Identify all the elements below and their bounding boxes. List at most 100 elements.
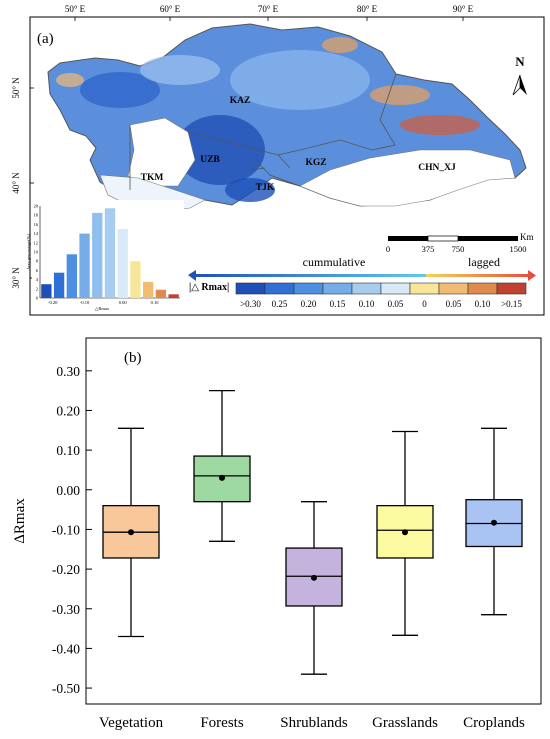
legend-swatches — [235, 282, 527, 295]
region-label-tkm: TKM — [141, 173, 164, 183]
inset-x-axis-label: △Rmax — [95, 306, 110, 311]
north-arrow-icon — [512, 74, 527, 96]
legend-swatch — [496, 282, 527, 295]
x-tick-label: Shrublands — [280, 715, 348, 731]
region-labels: KAZ UZB TKM TJK KGZ CHN_XJ — [141, 96, 456, 193]
legend-swatch — [438, 282, 469, 295]
x-axis-ticks: Vegetation Forests Shrublands Grasslands Cro… — [99, 715, 525, 731]
legend-class-label: >0.15 — [501, 299, 522, 309]
inset-y-tick-label: 2 — [36, 286, 38, 291]
latitude-tick-label: 40° N — [11, 172, 21, 194]
orange-patch — [322, 37, 358, 53]
legend-left-label: cummulative — [303, 255, 366, 269]
legend-swatch — [380, 282, 411, 295]
light-blue-patch — [140, 55, 220, 85]
panel-b-label: (b) — [124, 350, 142, 366]
legend-arrow-cumulative — [188, 270, 426, 281]
region-label-uzb: UZB — [200, 155, 220, 165]
x-tick-label: Forests — [200, 715, 244, 731]
region-label-chn-xj: CHN_XJ — [418, 163, 456, 173]
legend-class-label: 0 — [422, 299, 427, 309]
inset-y-axis-label: Area percentage(%) — [26, 233, 31, 270]
longitude-ticks: 50° E 60° E 70° E 80° E 90° E — [65, 4, 474, 21]
legend-arrow-lagged — [426, 270, 536, 281]
scale-bar-tick-label: 1500 — [510, 244, 527, 254]
dark-blue-patch — [175, 115, 265, 185]
inset-y-tick-label: 0 — [36, 296, 39, 301]
inset-histogram-bar — [168, 294, 179, 298]
legend-swatch — [409, 282, 440, 295]
legend-class-label: >0.30 — [240, 299, 261, 309]
legend-class-labels: >0.30 0.25 0.20 0.15 0.10 0.05 0 0.05 0.10 >0.15 — [240, 299, 522, 309]
inset-histogram-bar — [143, 281, 154, 298]
inset-histogram-bar — [117, 229, 128, 298]
inset-histogram-bar — [155, 289, 167, 298]
y-tick-label: -0.30 — [52, 602, 80, 617]
inset-histogram-bar — [53, 272, 65, 298]
y-tick-label: 0.10 — [56, 443, 80, 458]
latitude-tick-label: 50° N — [11, 77, 21, 99]
x-tick-label: Croplands — [463, 715, 525, 731]
y-tick-label: -0.40 — [52, 641, 80, 656]
mean-marker — [491, 519, 497, 526]
inset-y-tick-label: 12 — [34, 240, 39, 245]
inset-x-tick-label: -0.20 — [48, 300, 58, 305]
scale-bar-tick-label: 750 — [452, 244, 465, 254]
inset-histogram-bar — [104, 208, 116, 298]
box-grasslands — [376, 430, 434, 636]
mean-marker — [402, 529, 408, 536]
dark-blue-patch — [225, 178, 275, 202]
legend-swatch — [467, 282, 498, 295]
y-tick-label: -0.50 — [52, 681, 80, 696]
legend-right-label: lagged — [468, 255, 500, 269]
panel-b-boxplot: (b) ΔRmax 0.30 0.20 0.10 0.00 -0.10 -0.20 -0.3… — [12, 337, 542, 731]
box-vegetation — [102, 427, 160, 638]
legend-class-label: 0.05 — [388, 299, 404, 309]
y-axis-ticks: 0.30 0.20 0.10 0.00 -0.10 -0.20 -0.30 -0.40 -0.5… — [52, 364, 92, 696]
box-croplands — [465, 427, 523, 616]
scale-bar-tick-label: 375 — [422, 244, 435, 254]
iqr-box — [285, 547, 343, 607]
y-tick-label: -0.10 — [52, 522, 80, 537]
legend-swatch — [351, 282, 382, 295]
light-blue-patch — [230, 50, 370, 110]
aral-caspian-white-area — [127, 117, 196, 187]
scale-bar — [388, 235, 518, 242]
legend-class-label: 0.10 — [475, 299, 491, 309]
legend-swatch — [264, 282, 295, 295]
longitude-tick-label: 60° E — [160, 4, 181, 14]
inset-histogram-bar — [79, 233, 90, 298]
inset-y-tick-label: 14 — [34, 231, 39, 236]
inset-x-tick-label: -0.10 — [80, 300, 90, 305]
y-axis-label: ΔRmax — [12, 498, 28, 544]
inset-y-tick-label: 18 — [34, 213, 39, 218]
legend-swatch — [293, 282, 324, 295]
mean-marker — [311, 574, 317, 581]
inset-y-tick-label: 10 — [34, 250, 39, 255]
legend-class-label: 0.15 — [330, 299, 346, 309]
box-forests — [193, 389, 251, 542]
y-tick-label: 0.00 — [56, 483, 80, 498]
scale-bar-unit: Km — [520, 232, 534, 242]
legend-class-label: 0.25 — [272, 299, 288, 309]
mean-marker — [219, 474, 225, 481]
inset-histogram-bar — [66, 254, 77, 298]
mean-marker — [128, 529, 134, 536]
inset-y-tick-label: 4 — [36, 277, 39, 282]
region-label-tjk: TJK — [256, 183, 275, 193]
legend-class-label: 0.20 — [301, 299, 317, 309]
y-tick-label: 0.20 — [56, 403, 80, 418]
north-label: N — [515, 54, 525, 69]
latitude-tick-label: 30° N — [11, 267, 21, 289]
x-tick-label: Vegetation — [99, 715, 164, 731]
inset-histogram: 0 2 4 6 8 10 12 14 16 18 20 -0.20 -0.10 0.00 0.10 △Rmax… — [26, 200, 184, 312]
inset-y-tick-label: 8 — [36, 259, 39, 264]
legend-swatch — [322, 282, 353, 295]
legend-class-label: 0.10 — [359, 299, 375, 309]
longitude-tick-label: 50° E — [65, 4, 86, 14]
inset-x-tick-label: 0.00 — [119, 300, 128, 305]
y-tick-label: -0.20 — [52, 562, 80, 577]
box-shrublands — [285, 501, 343, 675]
longitude-tick-label: 70° E — [258, 4, 279, 14]
